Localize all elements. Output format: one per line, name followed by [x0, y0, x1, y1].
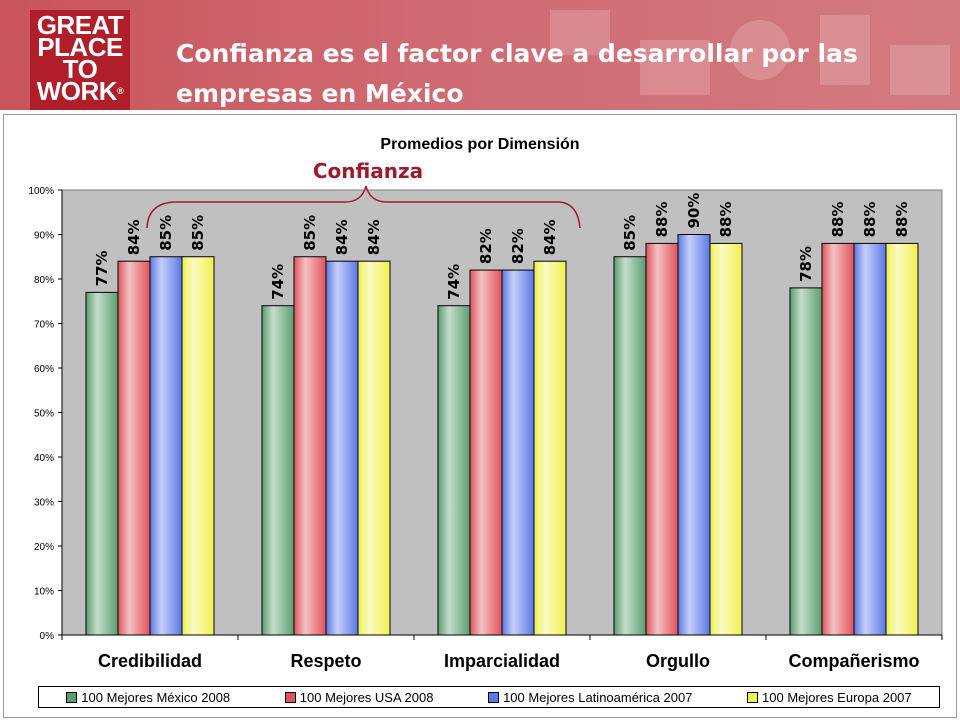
- bar: [117, 260, 151, 636]
- bar: [181, 256, 215, 636]
- y-tick-label: 30%: [34, 498, 54, 509]
- data-label: 88%: [893, 201, 911, 237]
- logo-line-4: WORK®: [36, 76, 124, 106]
- x-category-label: Compañerismo: [788, 651, 919, 671]
- legend-item: 100 Mejores USA 2008: [284, 689, 434, 705]
- bar: [645, 242, 679, 636]
- bar: [293, 256, 327, 636]
- header-banner: [0, 0, 960, 110]
- bar: [885, 242, 919, 636]
- legend-swatch: [488, 691, 500, 703]
- data-label: 84%: [541, 219, 559, 255]
- data-label: 84%: [365, 219, 383, 255]
- confianza-label: Confianza: [313, 159, 423, 183]
- data-label: 78%: [797, 246, 815, 282]
- chart-title: Promedios por Dimensión: [380, 136, 579, 153]
- bar: [501, 269, 535, 636]
- bar: [613, 256, 647, 636]
- y-tick-label: 20%: [34, 542, 54, 553]
- bar: [709, 242, 743, 636]
- data-label: 88%: [829, 201, 847, 237]
- legend-swatch: [747, 691, 759, 703]
- y-tick-label: 0%: [40, 631, 55, 642]
- data-label: 88%: [653, 201, 671, 237]
- y-tick-label: 100%: [28, 186, 54, 197]
- page-title: Confianza es el factor clave a desarroll…: [176, 39, 858, 108]
- y-tick-label: 40%: [34, 453, 54, 464]
- data-label: 85%: [189, 215, 207, 251]
- decorative-pattern: [550, 10, 950, 95]
- legend-label: 100 Mejores Latinoamérica 2007: [503, 689, 693, 705]
- y-tick-label: 10%: [34, 587, 54, 598]
- bar: [437, 305, 471, 636]
- bar: [533, 260, 567, 636]
- legend-label: 100 Mejores Europa 2007: [762, 689, 912, 705]
- data-label: 82%: [509, 228, 527, 264]
- great-place-to-work-logo: GREAT PLACE TO WORK®: [30, 10, 130, 110]
- legend-swatch: [284, 691, 296, 703]
- data-label: 74%: [269, 264, 287, 300]
- legend-label: 100 Mejores USA 2008: [299, 689, 434, 705]
- data-label: 84%: [333, 219, 351, 255]
- data-label: 88%: [717, 201, 735, 237]
- x-category-label: Respeto: [290, 651, 361, 671]
- data-label: 82%: [477, 228, 495, 264]
- data-label: 84%: [125, 219, 143, 255]
- x-category-label: Imparcialidad: [444, 651, 560, 671]
- data-label: 88%: [861, 201, 879, 237]
- y-tick-label: 80%: [34, 275, 54, 286]
- logo-line-1: GREAT: [36, 10, 124, 40]
- legend-label: 100 Mejores México 2008: [81, 689, 231, 705]
- chart-legend: 100 Mejores México 2008 100 Mejores USA 2…: [38, 686, 940, 708]
- x-category-label: Credibilidad: [98, 651, 202, 671]
- bar: [85, 291, 119, 636]
- x-category-label: Orgullo: [646, 651, 710, 671]
- legend-item: 100 Mejores Europa 2007: [747, 690, 912, 705]
- y-tick-label: 50%: [34, 409, 54, 420]
- legend-swatch: [66, 691, 78, 703]
- confianza-brace: [146, 185, 581, 229]
- y-tick-label: 70%: [34, 320, 54, 331]
- logo-line-3: TO: [62, 54, 98, 84]
- bar: [357, 260, 391, 636]
- legend-item: 100 Mejores Latinoamérica 2007: [488, 690, 692, 705]
- logo-line-2: PLACE: [37, 32, 123, 62]
- bar: [853, 242, 887, 636]
- y-tick-label: 90%: [34, 231, 54, 242]
- bar: [149, 256, 183, 636]
- bar: [261, 305, 295, 636]
- legend-item: 100 Mejores México 2008: [66, 690, 230, 705]
- data-label: 85%: [301, 215, 319, 251]
- bar: [821, 242, 855, 636]
- y-tick-label: 60%: [34, 364, 54, 375]
- data-label: 77%: [93, 250, 111, 286]
- bar: [325, 260, 359, 636]
- bar: [677, 234, 711, 636]
- data-label: 74%: [445, 264, 463, 300]
- bar: [469, 269, 503, 636]
- data-label: 85%: [157, 215, 175, 251]
- data-label: 90%: [685, 193, 703, 229]
- bar: [789, 287, 823, 636]
- data-label: 85%: [621, 215, 639, 251]
